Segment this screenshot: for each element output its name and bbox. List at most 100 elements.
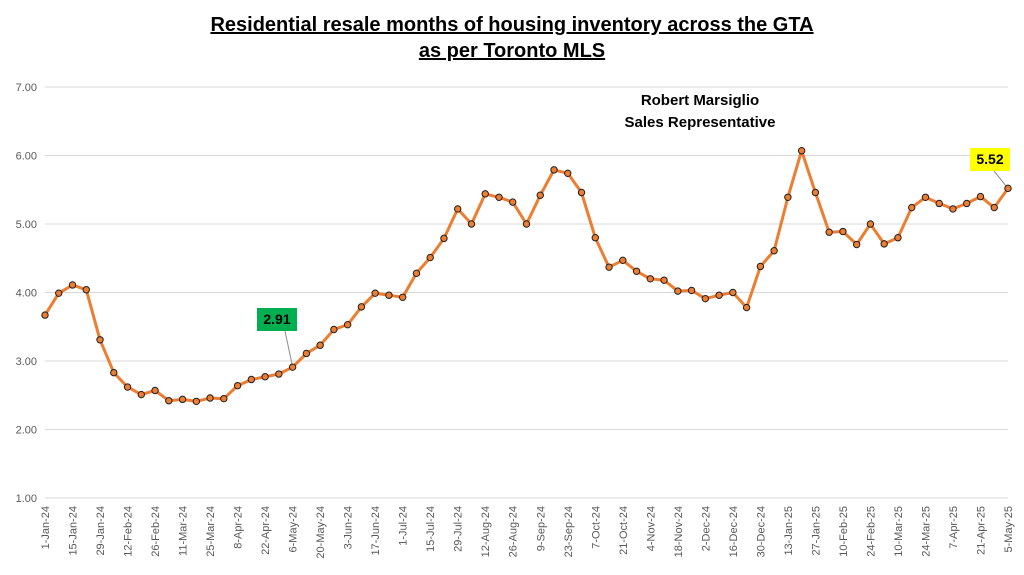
data-point: [495, 193, 503, 201]
data-point: [646, 275, 655, 283]
x-tick-label: 1-Jan-24: [40, 506, 52, 549]
data-point: [687, 286, 696, 295]
data-point: [701, 294, 710, 303]
x-tick-label: 23-Sep-24: [563, 506, 575, 557]
data-point: [82, 286, 90, 294]
x-tick-label: 2-Dec-24: [700, 506, 712, 551]
x-tick-label: 17-Jun-24: [370, 506, 382, 556]
data-point: [371, 289, 379, 297]
data-point: [715, 291, 723, 299]
x-tick-label: 27-Jan-25: [810, 506, 822, 556]
data-point: [825, 228, 833, 236]
chart-title-line2: as per Toronto MLS: [418, 40, 606, 62]
x-tick-label: 29-Jan-24: [95, 506, 107, 556]
data-point: [330, 325, 338, 334]
data-point: [96, 336, 104, 344]
data-point: [990, 203, 998, 212]
data-point: [343, 320, 352, 329]
y-tick-label: 3.00: [16, 356, 37, 368]
data-point: [123, 383, 132, 391]
x-tick-label: 11-Mar-24: [178, 506, 190, 556]
data-point: [1004, 184, 1012, 193]
data-point: [536, 191, 544, 199]
data-point: [275, 370, 283, 378]
data-point: [522, 220, 531, 228]
data-point: [742, 303, 751, 312]
data-point: [564, 169, 572, 178]
callout-box: [970, 148, 1010, 171]
data-point: [880, 240, 888, 248]
x-tick-label: 7-Oct-24: [590, 506, 602, 549]
data-point: [288, 363, 297, 371]
data-point: [550, 166, 558, 174]
x-tick-label: 1-Jul-24: [398, 506, 410, 546]
x-tick-label: 10-Feb-25: [838, 506, 850, 557]
series-line: [43, 149, 1010, 403]
data-point: [357, 303, 366, 311]
callout-leader: [993, 170, 1009, 189]
data-point: [784, 193, 792, 201]
chart-title-line1: Residential resale months of housing inv…: [210, 14, 814, 36]
x-tick-label: 25-Mar-24: [205, 506, 217, 557]
data-point: [165, 397, 173, 405]
x-axis-ticks: 1-Jan-24 15-Jan-24 29-Jan-24 12-Feb-24 26-Fe…: [40, 506, 1015, 559]
data-point: [591, 234, 599, 242]
callout-box: [257, 308, 297, 331]
x-tick-label: 9-Sep-24: [535, 506, 547, 551]
x-tick-label: 12-Feb-24: [123, 506, 135, 557]
data-point: [261, 373, 269, 381]
x-tick-label: 5-May-25: [1003, 506, 1015, 552]
data-point: [949, 205, 957, 213]
data-point: [426, 253, 434, 262]
x-tick-label: 10-Mar-25: [893, 506, 905, 557]
data-point: [963, 199, 971, 208]
y-tick-label: 2.00: [16, 425, 37, 437]
x-tick-label: 4-Nov-24: [645, 506, 657, 551]
data-point: [894, 234, 902, 242]
data-point: [137, 390, 146, 399]
data-point: [976, 192, 985, 201]
data-point: [756, 262, 765, 271]
data-point: [729, 288, 737, 297]
data-point: [839, 227, 847, 236]
data-point: [206, 394, 214, 402]
x-tick-label: 26-Feb-24: [150, 506, 162, 557]
x-tick-label: 13-Jan-25: [783, 506, 795, 556]
data-point: [178, 395, 187, 404]
data-point: [467, 220, 476, 228]
y-tick-label: 4.00: [16, 288, 37, 300]
data-point: [921, 193, 930, 201]
y-tick-label: 1.00: [16, 493, 37, 505]
data-point: [192, 397, 201, 406]
data-point: [632, 267, 641, 275]
x-tick-label: 18-Nov-24: [673, 506, 685, 557]
data-point: [811, 188, 820, 197]
callout-label: 2.91: [263, 311, 290, 327]
data-point: [481, 190, 489, 198]
data-point: [398, 293, 407, 301]
x-tick-label: 29-Jul-24: [453, 506, 465, 552]
data-point: [852, 240, 861, 249]
data-point: [55, 289, 63, 297]
y-tick-label: 6.00: [16, 151, 37, 163]
x-tick-label: 30-Dec-24: [755, 506, 767, 557]
y-axis-ticks: 1.00 2.00 3.00 4.00 5.00 6.00 7.00: [16, 82, 37, 505]
data-point: [220, 394, 228, 403]
x-tick-label: 21-Apr-25: [975, 506, 987, 555]
data-point: [440, 234, 448, 243]
x-tick-label: 6-May-24: [288, 506, 300, 552]
data-point: [151, 386, 159, 395]
x-tick-label: 7-Apr-25: [948, 506, 960, 549]
data-point: [233, 381, 242, 390]
data-point: [454, 205, 462, 213]
x-tick-label: 12-Aug-24: [480, 506, 492, 557]
x-tick-label: 24-Feb-25: [865, 506, 877, 557]
data-point: [605, 263, 613, 271]
data-point: [866, 220, 875, 228]
data-point: [247, 375, 256, 384]
y-tick-label: 5.00: [16, 219, 37, 231]
x-tick-label: 3-Jun-24: [343, 506, 355, 549]
x-tick-label: 15-Jan-24: [68, 506, 80, 556]
x-tick-label: 20-May-24: [315, 506, 327, 559]
